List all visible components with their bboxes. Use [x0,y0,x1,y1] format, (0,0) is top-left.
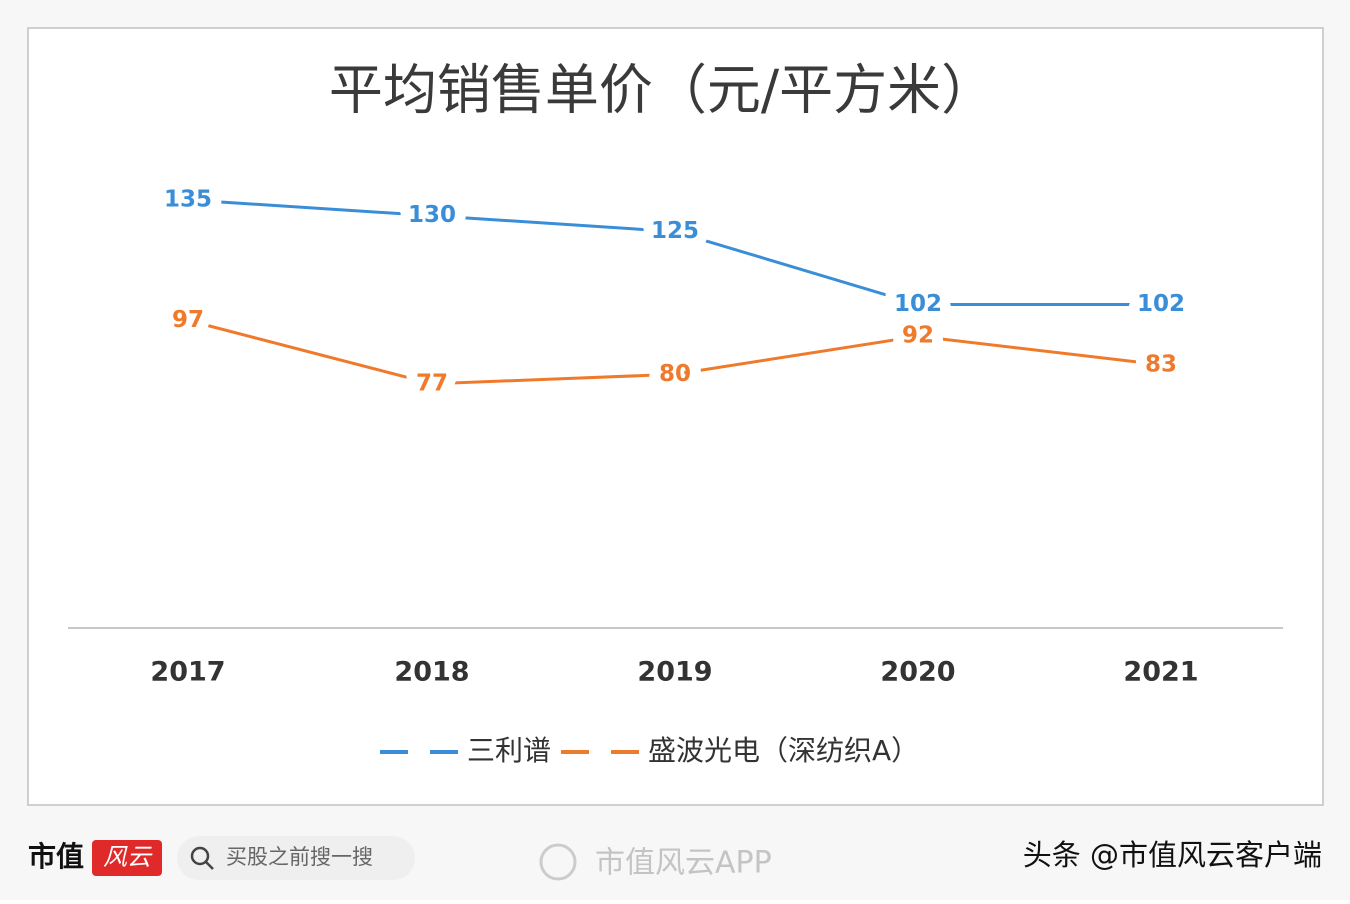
x-tick-label: 2018 [394,657,469,688]
weibo-icon [539,843,577,881]
x-tick-label: 2020 [880,657,955,688]
series-line [187,318,1162,386]
logo-text: 市值 [28,840,84,873]
data-label: 77 [416,370,448,396]
legend-label: 三利谱 [467,734,551,767]
x-tick-label: 2021 [1123,657,1198,688]
data-label: 102 [894,291,942,317]
data-label: 83 [1145,351,1177,377]
data-label: 80 [659,361,691,387]
x-tick-label: 2017 [150,657,225,688]
logo-badge [92,840,162,876]
chart-card [27,27,1324,806]
app-name: 市值风云APP [595,846,772,881]
data-label: 130 [408,202,456,228]
search-icon [190,846,210,866]
chart-title: 平均销售单价（元/平方米） [329,59,995,122]
data-label: 92 [902,323,934,349]
x-tick-label: 2019 [637,657,712,688]
data-label: 125 [651,218,699,244]
source: 头条 @市值风云客户端 [1023,838,1322,872]
legend-label: 盛波光电（深纺织A） [648,734,919,767]
search-box[interactable] [177,836,415,880]
search-icon-handle [205,861,214,870]
series-line [187,198,1161,307]
data-label: 97 [172,307,204,333]
search-placeholder: 买股之前搜一搜 [226,845,373,869]
data-label: 102 [1137,291,1185,317]
data-label: 135 [164,186,212,212]
logo-badge-text: 风云 [103,843,153,871]
